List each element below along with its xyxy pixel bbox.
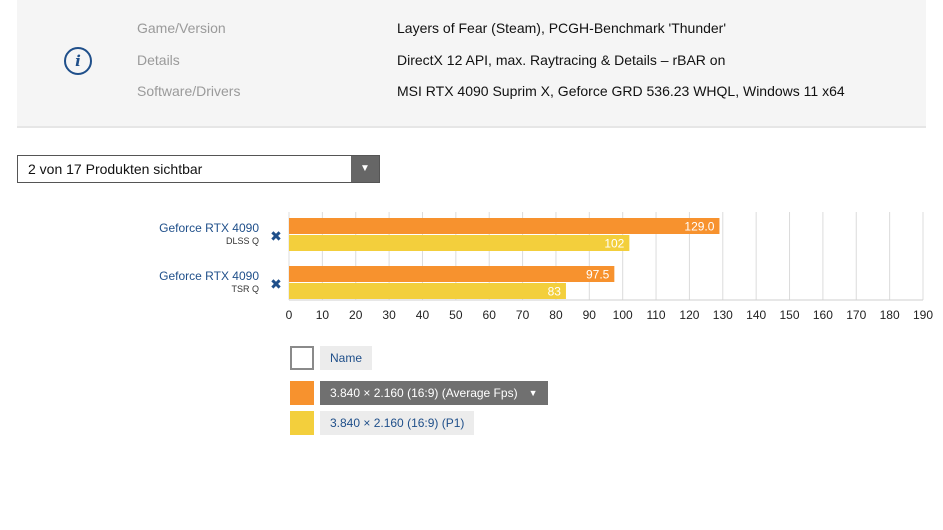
info-value-game-version: Layers of Fear (Steam), PCGH-Benchmark '…: [397, 20, 727, 36]
info-icon: i: [64, 47, 92, 75]
x-tick-label-11: 110: [646, 308, 665, 322]
x-tick-label-7: 70: [516, 308, 530, 322]
x-tick-label-15: 150: [780, 308, 800, 322]
x-tick-label-12: 120: [679, 308, 699, 322]
bar-label-0-0: 129.0: [684, 220, 714, 234]
info-label-software: Software/Drivers: [137, 83, 241, 99]
chevron-down-icon[interactable]: ▼: [351, 156, 379, 182]
x-tick-label-5: 50: [449, 308, 463, 322]
x-tick-label-17: 170: [846, 308, 866, 322]
x-tick-label-18: 180: [880, 308, 900, 322]
x-tick-label-3: 30: [382, 308, 396, 322]
legend-series-p1[interactable]: 3.840 × 2.160 (16:9) (P1): [320, 411, 475, 435]
x-tick-label-0: 0: [286, 308, 293, 322]
x-tick-label-6: 60: [483, 308, 497, 322]
remove-icon[interactable]: ✖: [270, 276, 282, 292]
info-value-software: MSI RTX 4090 Suprim X, Geforce GRD 536.2…: [397, 83, 845, 99]
x-tick-label-19: 190: [913, 308, 933, 322]
info-value-details: DirectX 12 API, max. Raytracing & Detail…: [397, 52, 726, 68]
legend-name-label[interactable]: Name: [320, 346, 373, 370]
bar-1-0: [289, 266, 615, 282]
bar-0-0: [289, 218, 720, 234]
x-tick-label-13: 130: [713, 308, 733, 322]
x-tick-label-16: 160: [813, 308, 833, 322]
bar-0-1: [289, 235, 630, 251]
x-tick-label-10: 100: [613, 308, 633, 322]
bar-label-1-0: 97.5: [586, 268, 610, 282]
x-tick-label-1: 10: [316, 308, 330, 322]
product-filter-dropdown[interactable]: 2 von 17 Produkten sichtbar ▼: [17, 155, 380, 183]
info-label-game-version: Game/Version: [137, 20, 226, 36]
legend-series-average[interactable]: 3.840 × 2.160 (16:9) (Average Fps) ▼: [320, 381, 548, 405]
bar-label-1-1: 83: [548, 285, 562, 299]
category-sub-0: DLSS Q: [226, 236, 259, 246]
bar-1-1: [289, 283, 566, 299]
chevron-down-icon[interactable]: ▼: [528, 388, 538, 398]
benchmark-info-box: i Game/Version Layers of Fear (Steam), P…: [17, 0, 926, 128]
category-name-0: Geforce RTX 4090: [159, 221, 259, 235]
x-tick-label-2: 20: [349, 308, 363, 322]
category-sub-1: TSR Q: [231, 284, 259, 294]
legend-swatch-p1[interactable]: [290, 411, 314, 435]
x-tick-label-8: 80: [549, 308, 563, 322]
x-tick-label-4: 40: [416, 308, 430, 322]
info-label-details: Details: [137, 52, 180, 68]
x-tick-label-14: 140: [746, 308, 766, 322]
legend-series-average-label: 3.840 × 2.160 (16:9) (Average Fps): [330, 386, 518, 400]
category-name-1: Geforce RTX 4090: [159, 269, 259, 283]
x-tick-label-9: 90: [583, 308, 597, 322]
legend-checkbox-name[interactable]: [290, 346, 314, 370]
product-filter-label: 2 von 17 Produkten sichtbar: [28, 161, 203, 177]
remove-icon[interactable]: ✖: [270, 228, 282, 244]
bar-label-0-1: 102: [604, 237, 624, 251]
legend-swatch-average[interactable]: [290, 381, 314, 405]
